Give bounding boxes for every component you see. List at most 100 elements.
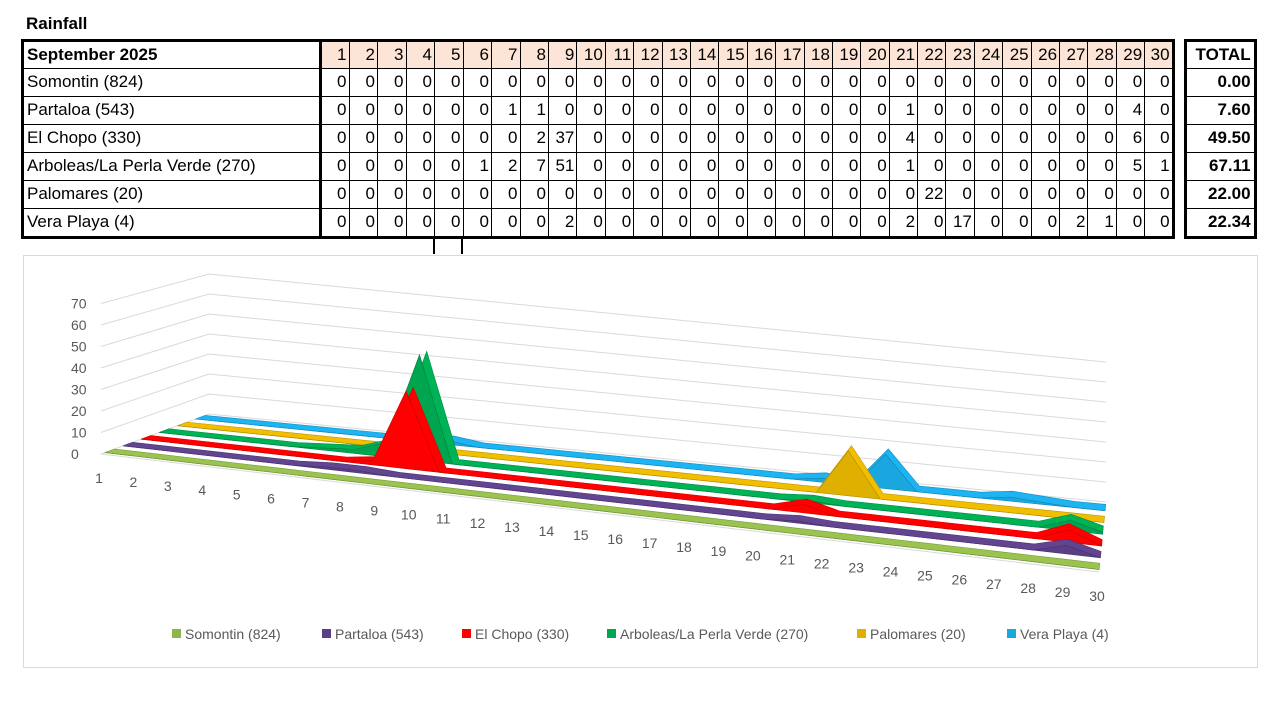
rain-value: 0 (377, 123, 407, 153)
rain-value: 0 (746, 207, 777, 240)
rain-value: 0 (491, 123, 521, 153)
rain-value: 0 (405, 95, 435, 125)
day-header: 17 (775, 39, 805, 69)
rain-value: 0 (860, 179, 890, 209)
rain-value: 0 (1002, 123, 1032, 153)
rain-value: 2 (519, 123, 549, 153)
rain-value: 0 (973, 123, 1004, 153)
day-header: 14 (689, 39, 720, 69)
rain-value: 1 (491, 95, 521, 125)
rain-value: 0 (462, 95, 492, 125)
rain-value: 0 (604, 95, 635, 125)
rain-value: 0 (1002, 95, 1032, 125)
column-gap (1171, 180, 1187, 209)
rain-value: 2 (491, 151, 521, 181)
rainfall-table: September 2025 1 2 3 4 5 6 7 8 9 10 11 12 13 14 15 16 17 1… (21, 39, 1257, 240)
x-tick-label: 3 (164, 478, 172, 494)
gridline (100, 273, 1107, 363)
x-tick-label: 15 (573, 527, 589, 543)
rain-value: 0 (547, 68, 578, 97)
rain-value: 0 (860, 68, 890, 97)
rain-value: 0 (348, 179, 378, 209)
rain-value: 0 (604, 179, 635, 209)
day-header: 11 (604, 39, 635, 69)
station-name: Vera Playa (4) (21, 207, 321, 240)
rain-value: 0 (377, 151, 407, 181)
x-tick-label: 5 (233, 486, 241, 502)
x-tick-label: 17 (642, 535, 658, 551)
x-tick-label: 16 (607, 531, 623, 547)
rain-value: 0 (377, 68, 407, 97)
day-header: 3 (377, 39, 407, 69)
rain-value: 7 (519, 151, 549, 181)
x-tick-label: 19 (711, 543, 727, 559)
rain-value: 2 (1059, 207, 1089, 240)
rain-value: 0 (661, 123, 691, 153)
rain-value: 0 (661, 207, 691, 240)
rain-value: 37 (547, 123, 578, 153)
day-header: 25 (1002, 39, 1032, 69)
day-header: 18 (803, 39, 833, 69)
rain-value: 0 (462, 123, 492, 153)
column-gap (1171, 208, 1187, 238)
rain-value: 0 (689, 207, 720, 240)
day-header: 2 (348, 39, 378, 69)
rain-value: 0 (831, 207, 862, 240)
rain-value: 2 (547, 207, 578, 240)
legend-label: Palomares (20) (870, 626, 966, 642)
rain-value: 0 (917, 95, 947, 125)
rain-value: 0 (1002, 179, 1032, 209)
rain-value: 0 (633, 179, 663, 209)
x-tick-label: 21 (779, 551, 795, 567)
rain-value: 0 (718, 123, 748, 153)
rain-value: 0 (973, 151, 1004, 181)
day-header: 22 (917, 39, 947, 69)
rain-value: 0 (775, 123, 805, 153)
station-name: Palomares (20) (21, 179, 321, 209)
gridline (100, 413, 1107, 503)
x-tick-label: 22 (814, 555, 830, 571)
rain-value: 0 (348, 95, 378, 125)
column-gap (1171, 40, 1187, 69)
series-area (177, 425, 1104, 523)
rain-value: 4 (888, 123, 919, 153)
rain-value: 0 (547, 95, 578, 125)
day-header: 29 (1115, 39, 1146, 69)
rain-value: 0 (860, 207, 890, 240)
rain-value: 0 (377, 95, 407, 125)
rain-value: 0 (831, 179, 862, 209)
rain-value: 0 (746, 95, 777, 125)
gridline (100, 393, 1107, 483)
rain-value: 0 (319, 95, 350, 125)
rain-value: 0 (405, 123, 435, 153)
series-area (141, 390, 1102, 547)
page-title: Rainfall (26, 14, 88, 33)
table-row: Palomares (20) 0 0 0 0 0 0 0 0 0 0 0 0 0 0 0 0 0 0 0 0 0 22 0 0 0… (21, 179, 1257, 209)
rain-value: 0 (462, 68, 492, 97)
rain-value: 0 (803, 151, 833, 181)
day-header: 30 (1144, 39, 1175, 69)
day-header: 26 (1030, 39, 1061, 69)
rain-value: 0 (718, 68, 748, 97)
legend-swatch (172, 629, 181, 638)
rain-value: 51 (547, 151, 578, 181)
day-header: 28 (1087, 39, 1117, 69)
rain-value: 0 (973, 95, 1004, 125)
rain-value: 0 (718, 151, 748, 181)
rain-value: 0 (1087, 151, 1117, 181)
rain-value: 0 (661, 179, 691, 209)
rain-value: 22 (917, 179, 947, 209)
x-tick-label: 26 (952, 572, 968, 588)
rain-value: 0 (831, 151, 862, 181)
x-tick-label: 13 (504, 519, 520, 535)
table-row: El Chopo (330) 0 0 0 0 0 0 0 2 37 0 0 0 0 0 0 0 0 0 0 0 4 0 0 0 0… (21, 123, 1257, 153)
rain-value: 0 (604, 123, 635, 153)
rain-value: 0 (1030, 123, 1061, 153)
rain-value: 0 (718, 95, 748, 125)
rain-value: 0 (576, 123, 606, 153)
x-tick-label: 4 (198, 482, 206, 498)
x-tick-label: 27 (986, 576, 1002, 592)
rain-value: 0 (576, 179, 606, 209)
rain-value: 0 (746, 151, 777, 181)
rain-value: 2 (888, 207, 919, 240)
